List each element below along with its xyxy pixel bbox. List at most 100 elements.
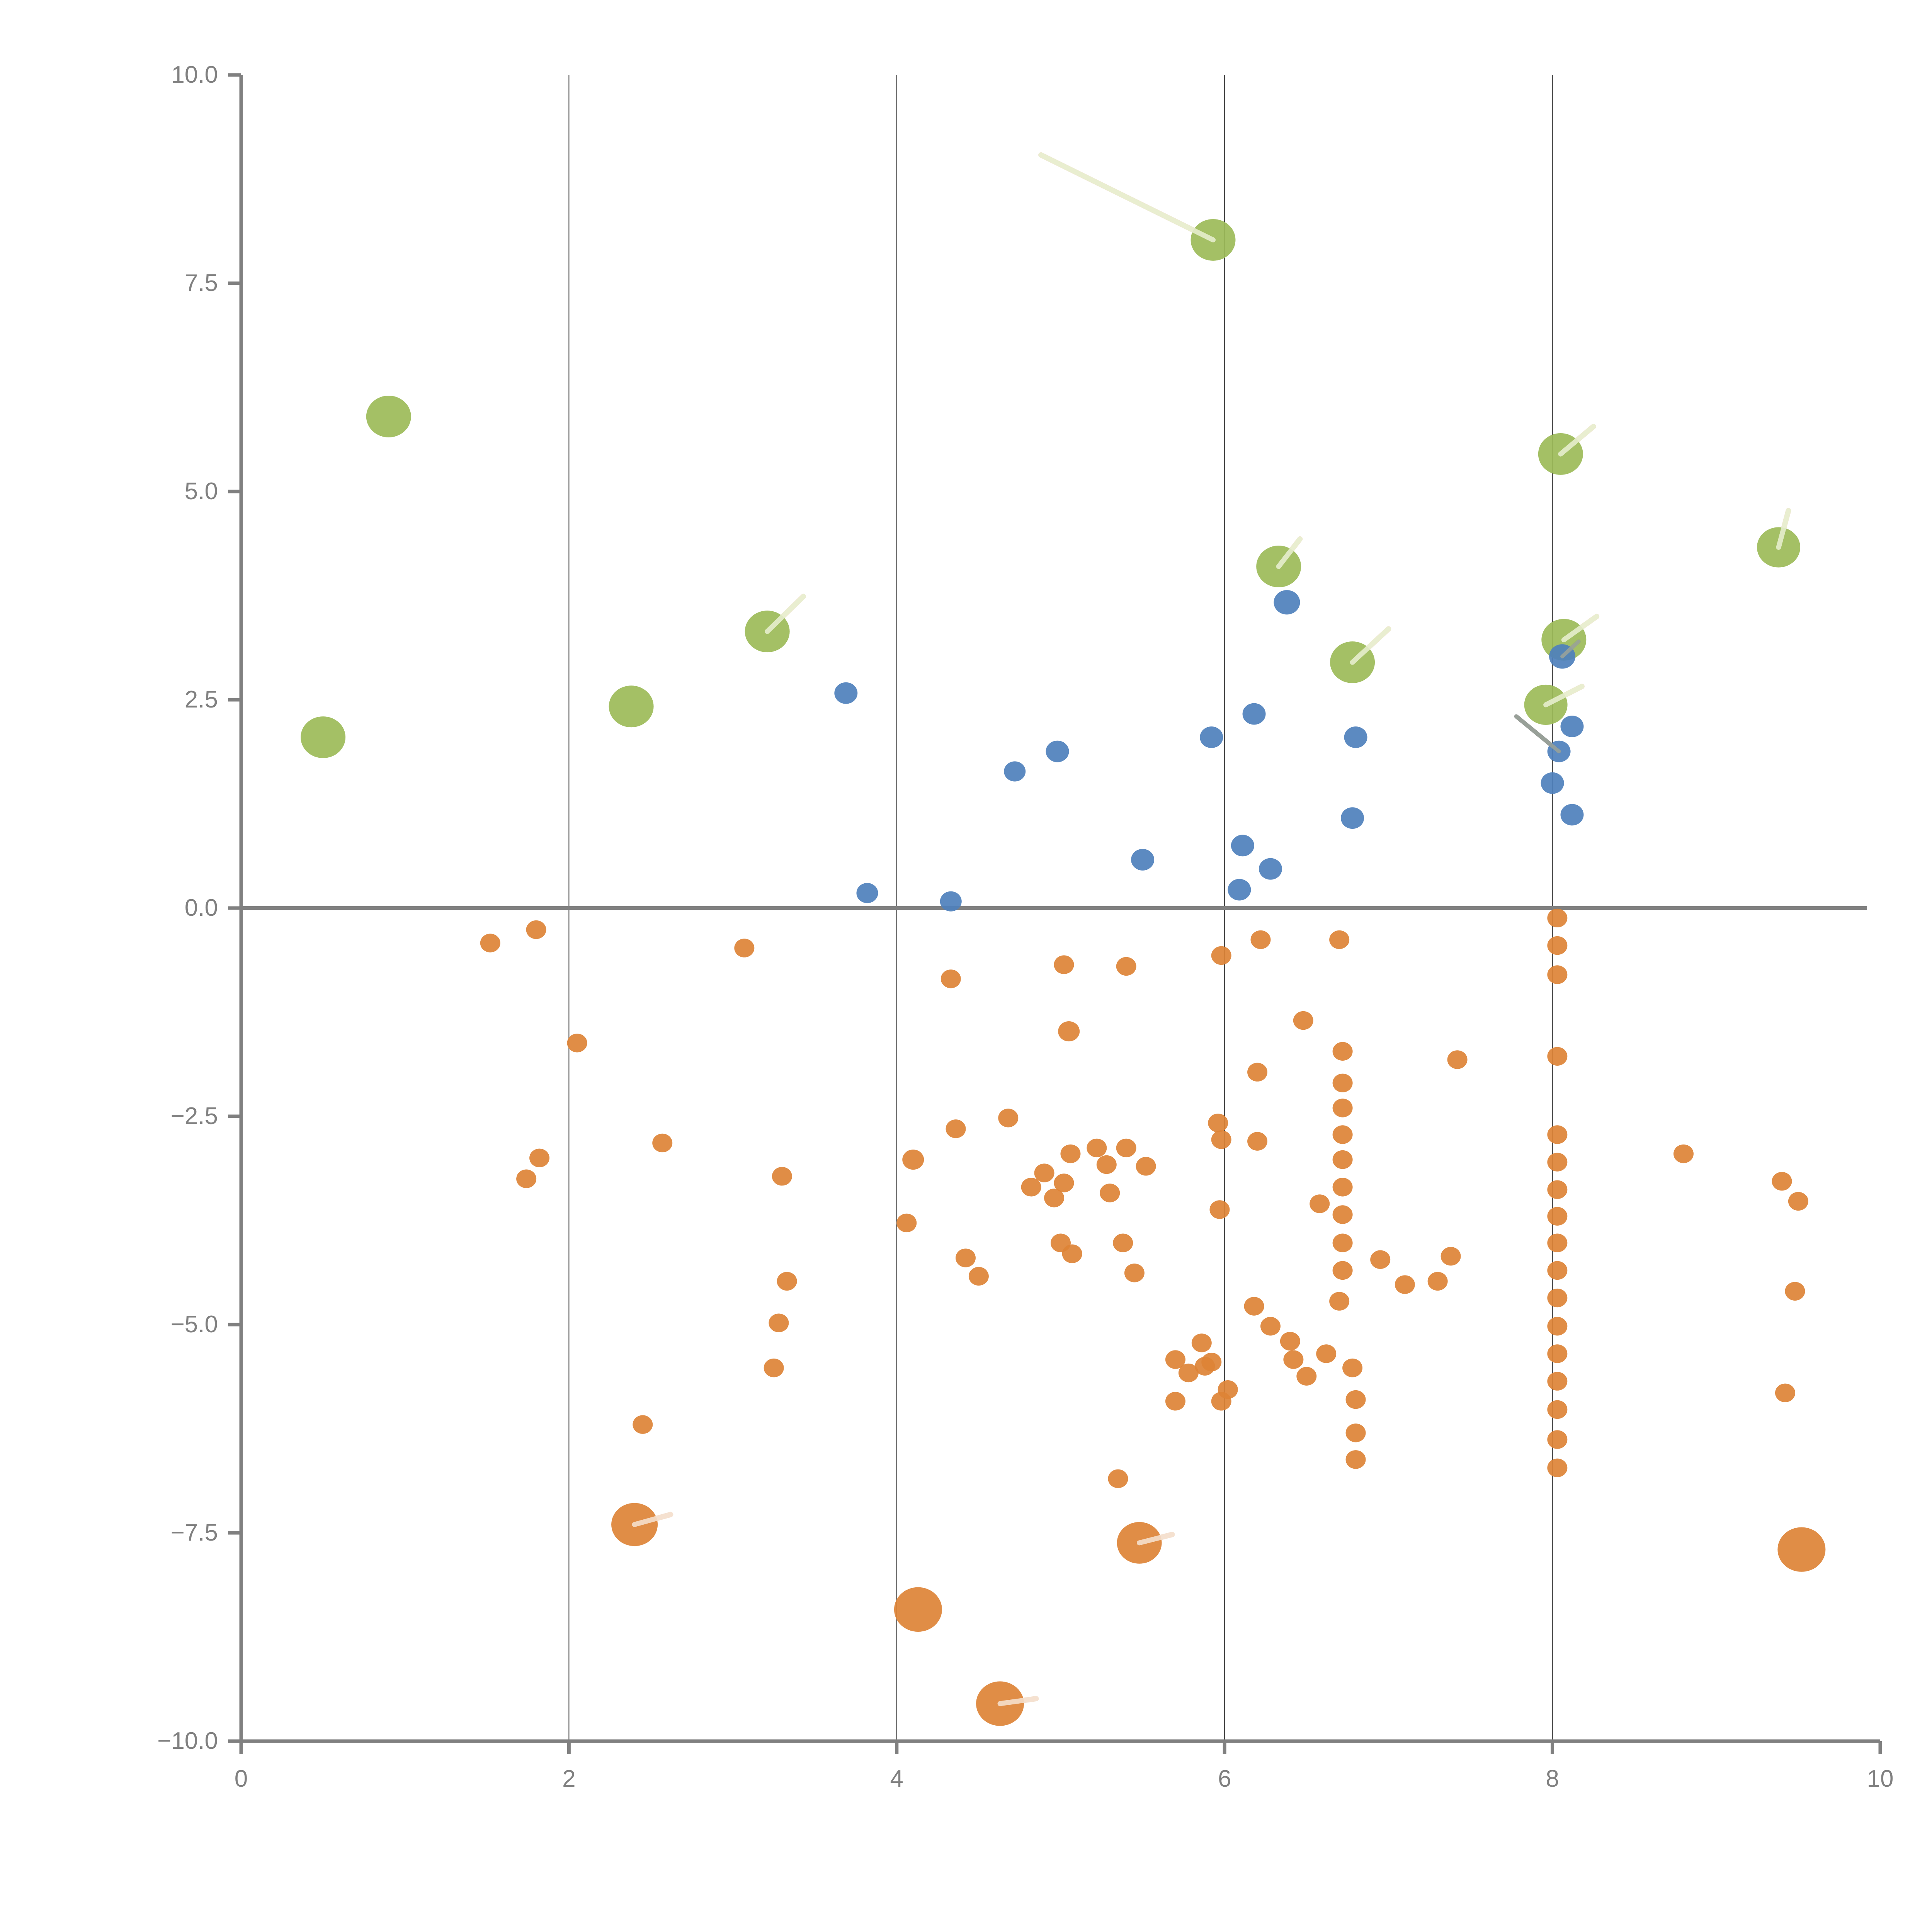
data-point-orange[interactable] xyxy=(1211,1130,1231,1149)
data-point-orange[interactable] xyxy=(1440,1247,1461,1266)
data-point-orange[interactable] xyxy=(1096,1155,1117,1174)
data-point-orange[interactable] xyxy=(1547,1288,1568,1308)
data-point-orange[interactable] xyxy=(772,1167,792,1186)
data-point-orange[interactable] xyxy=(1329,1292,1350,1311)
data-point-orange[interactable] xyxy=(1547,1180,1568,1199)
data-point-orange[interactable] xyxy=(1345,1390,1366,1409)
data-point-orange[interactable] xyxy=(896,1213,917,1233)
data-point-orange[interactable] xyxy=(1116,1138,1136,1158)
data-point-orange[interactable] xyxy=(1547,1261,1568,1280)
data-point-blue[interactable] xyxy=(1046,740,1069,762)
data-point-orange[interactable] xyxy=(955,1248,976,1267)
data-point-orange[interactable] xyxy=(1775,1383,1795,1402)
data-point-orange[interactable] xyxy=(1547,1125,1568,1144)
data-point-orange[interactable] xyxy=(1785,1282,1805,1301)
data-point-blue[interactable] xyxy=(1259,858,1282,880)
data-point-orange[interactable] xyxy=(1547,1233,1568,1252)
data-point-orange[interactable] xyxy=(1296,1367,1317,1386)
data-point-orange[interactable] xyxy=(894,1587,942,1632)
data-point-blue[interactable] xyxy=(1274,590,1300,615)
data-point-orange[interactable] xyxy=(1342,1358,1363,1378)
data-point-orange[interactable] xyxy=(1370,1250,1391,1269)
data-point-blue[interactable] xyxy=(1541,772,1564,794)
data-point-orange[interactable] xyxy=(998,1109,1019,1128)
data-point-orange[interactable] xyxy=(1547,1153,1568,1172)
data-point-orange[interactable] xyxy=(1244,1297,1264,1316)
data-point-orange[interactable] xyxy=(1777,1527,1826,1572)
data-point-orange[interactable] xyxy=(633,1415,653,1434)
data-point-orange[interactable] xyxy=(480,934,500,952)
data-point-orange[interactable] xyxy=(1547,1047,1568,1066)
data-point-orange[interactable] xyxy=(1310,1194,1330,1213)
data-point-orange[interactable] xyxy=(1060,1144,1081,1163)
data-point-orange[interactable] xyxy=(1395,1275,1415,1294)
data-point-orange[interactable] xyxy=(1427,1272,1448,1291)
data-point-blue[interactable] xyxy=(1344,726,1367,748)
data-point-orange[interactable] xyxy=(902,1150,924,1170)
data-point-orange[interactable] xyxy=(1178,1363,1199,1383)
data-point-orange[interactable] xyxy=(1547,1400,1568,1419)
data-point-orange[interactable] xyxy=(946,1119,966,1138)
data-point-orange[interactable] xyxy=(1280,1332,1300,1351)
data-point-orange[interactable] xyxy=(1209,1200,1230,1219)
data-point-orange[interactable] xyxy=(1293,1011,1313,1030)
data-point-blue[interactable] xyxy=(940,891,962,912)
data-point-orange[interactable] xyxy=(1247,1063,1268,1082)
data-point-orange[interactable] xyxy=(1332,1073,1353,1092)
data-point-orange[interactable] xyxy=(1332,1042,1353,1061)
data-point-orange[interactable] xyxy=(1191,1333,1212,1352)
data-point-orange[interactable] xyxy=(968,1267,989,1286)
data-point-orange[interactable] xyxy=(1208,1114,1228,1133)
data-point-blue[interactable] xyxy=(1242,703,1266,725)
data-point-orange[interactable] xyxy=(940,969,961,988)
data-point-orange[interactable] xyxy=(1332,1125,1353,1144)
data-point-orange[interactable] xyxy=(1547,1372,1568,1391)
data-point-orange[interactable] xyxy=(1100,1184,1120,1202)
data-point-orange[interactable] xyxy=(1113,1233,1133,1252)
data-point-orange[interactable] xyxy=(1547,965,1568,984)
data-point-orange[interactable] xyxy=(1054,955,1074,974)
data-point-orange[interactable] xyxy=(777,1272,797,1291)
data-point-orange[interactable] xyxy=(1034,1163,1054,1182)
data-point-orange[interactable] xyxy=(1260,1317,1281,1336)
data-point-orange[interactable] xyxy=(1201,1352,1222,1372)
data-point-blue[interactable] xyxy=(1228,879,1251,901)
data-point-orange[interactable] xyxy=(1332,1150,1353,1169)
data-point-orange[interactable] xyxy=(1332,1233,1353,1252)
data-point-orange[interactable] xyxy=(1332,1261,1353,1280)
data-point-orange[interactable] xyxy=(1329,930,1350,949)
data-point-orange[interactable] xyxy=(1124,1264,1145,1282)
data-point-orange[interactable] xyxy=(1772,1172,1792,1191)
data-point-orange[interactable] xyxy=(1547,1430,1568,1449)
data-point-orange[interactable] xyxy=(1211,946,1231,965)
data-point-blue[interactable] xyxy=(1341,807,1364,829)
data-point-orange[interactable] xyxy=(1547,1344,1568,1363)
data-point-orange[interactable] xyxy=(1136,1157,1156,1176)
data-point-orange[interactable] xyxy=(652,1133,673,1153)
data-point-orange[interactable] xyxy=(1062,1244,1082,1263)
data-point-orange[interactable] xyxy=(1788,1192,1808,1211)
data-point-orange[interactable] xyxy=(1332,1205,1353,1224)
data-point-orange[interactable] xyxy=(1116,957,1136,976)
data-point-orange[interactable] xyxy=(764,1358,784,1378)
data-point-orange[interactable] xyxy=(516,1169,537,1188)
data-point-orange[interactable] xyxy=(1547,1317,1568,1336)
data-point-orange[interactable] xyxy=(1332,1099,1353,1117)
data-point-orange[interactable] xyxy=(1332,1178,1353,1197)
data-point-orange[interactable] xyxy=(567,1034,587,1053)
data-point-orange[interactable] xyxy=(1547,1207,1568,1226)
data-point-orange[interactable] xyxy=(1673,1144,1694,1163)
data-point-blue[interactable] xyxy=(1200,726,1223,748)
data-point-orange[interactable] xyxy=(1044,1189,1065,1208)
data-point-orange[interactable] xyxy=(1165,1392,1185,1411)
data-point-orange[interactable] xyxy=(1021,1178,1041,1197)
data-point-orange[interactable] xyxy=(1447,1050,1468,1069)
data-point-blue[interactable] xyxy=(1231,835,1254,857)
data-point-blue[interactable] xyxy=(834,682,858,704)
data-point-orange[interactable] xyxy=(1316,1344,1337,1363)
data-point-orange[interactable] xyxy=(1058,1021,1080,1042)
data-point-orange[interactable] xyxy=(1165,1350,1185,1369)
data-point-orange[interactable] xyxy=(1087,1138,1107,1158)
data-point-orange[interactable] xyxy=(1547,1458,1568,1478)
data-point-orange[interactable] xyxy=(1218,1380,1238,1399)
